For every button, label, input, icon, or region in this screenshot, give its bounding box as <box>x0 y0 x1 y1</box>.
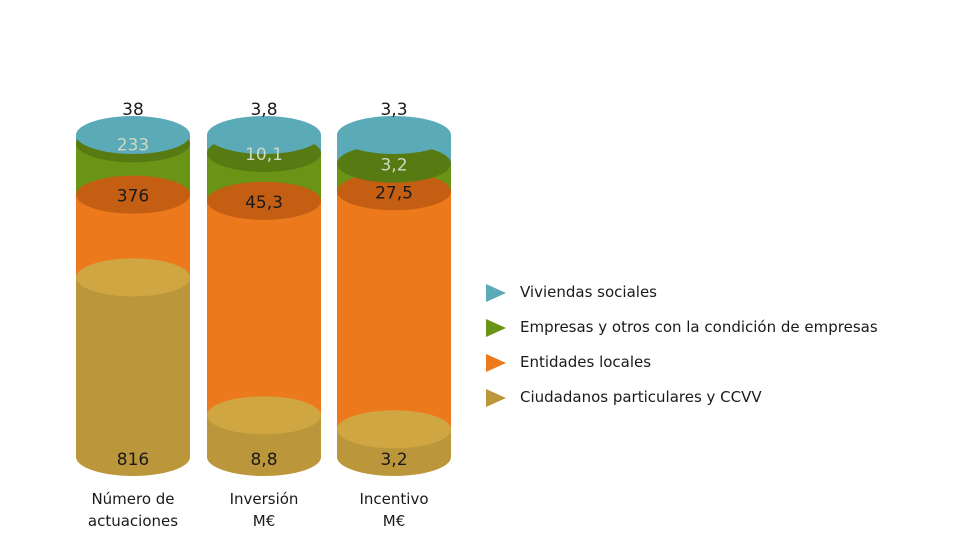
bar-segment <box>337 191 451 449</box>
data-label: 233 <box>117 135 149 155</box>
data-label: 45,3 <box>245 193 283 213</box>
bar-segment-cap <box>337 172 451 211</box>
data-label: 3,3 <box>380 100 407 120</box>
cylinder-2: 3,2 27,5 3,2 3,3 <box>337 100 451 476</box>
legend-label: Entidades locales <box>520 353 652 371</box>
bar-segment-cap <box>207 116 321 154</box>
bar-segment-cap <box>76 116 190 154</box>
cylinder-0: 816 376 233 38 <box>76 100 190 476</box>
data-label: 38 <box>122 100 144 120</box>
bar-segment-cap <box>337 410 451 449</box>
data-label: 10,1 <box>245 145 283 165</box>
legend-label: Viviendas sociales <box>520 283 657 301</box>
bar-segment <box>76 277 190 476</box>
data-label: 3,2 <box>380 450 407 470</box>
legend-marker-icon <box>486 284 506 302</box>
bar-segment-cap <box>337 116 451 154</box>
bar-segment-cap <box>76 175 190 214</box>
bar-segment-cap <box>207 396 321 435</box>
data-label: 816 <box>117 450 149 470</box>
bar-segment-cap <box>76 258 190 297</box>
bar-segment <box>207 200 321 435</box>
category-label: actuaciones <box>88 512 178 530</box>
category-label: M€ <box>253 512 276 530</box>
data-label: 3,8 <box>250 100 277 120</box>
category-label: Número de <box>91 490 174 508</box>
legend-marker-icon <box>486 354 506 372</box>
legend-label: Empresas y otros con la condición de emp… <box>520 318 878 336</box>
cylinder-1: 8,8 45,3 10,1 3,8 <box>207 100 321 476</box>
legend-label: Ciudadanos particulares y CCVV <box>520 388 762 406</box>
data-label: 3,2 <box>380 156 407 176</box>
data-label: 376 <box>117 187 149 207</box>
bar-segment-cap <box>207 181 321 220</box>
category-label: Incentivo <box>359 490 428 508</box>
category-label: Inversión <box>230 490 299 508</box>
legend-marker-icon <box>486 389 506 407</box>
legend-marker-icon <box>486 319 506 337</box>
data-label: 8,8 <box>250 450 277 470</box>
bar-segment-cap <box>337 144 451 183</box>
data-label: 27,5 <box>375 183 413 203</box>
category-label: M€ <box>383 512 406 530</box>
